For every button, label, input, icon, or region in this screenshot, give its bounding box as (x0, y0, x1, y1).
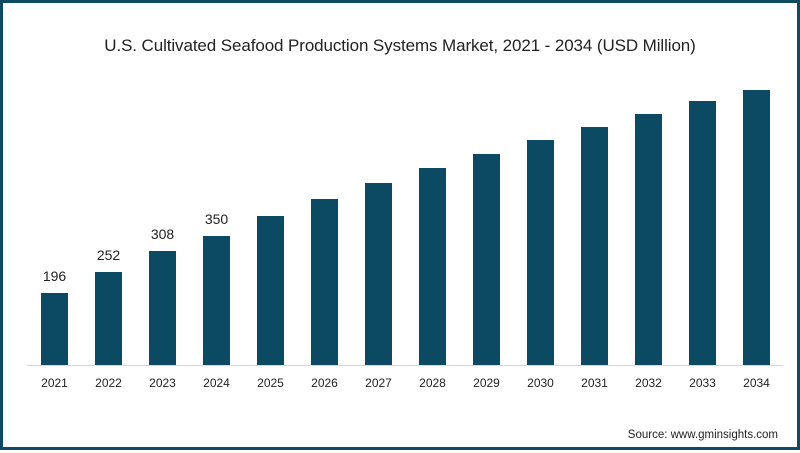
bar-value-label: 350 (204, 211, 229, 227)
x-tick-label: 2033 (689, 376, 716, 390)
bar-2021 (41, 293, 68, 365)
x-tick-label: 2032 (635, 376, 662, 390)
bar-2022 (95, 272, 122, 365)
bar-2032 (635, 114, 662, 365)
bar-2034 (743, 90, 770, 365)
plot-area: 196 2021 252 2022 308 2023 350 2024 2025 2026 2027… (3, 3, 800, 453)
source-note: Source: www.gminsights.com (627, 429, 778, 441)
x-tick-label: 2029 (473, 376, 500, 390)
x-tick-label: 2030 (527, 376, 554, 390)
bar-2033 (689, 101, 716, 365)
bar-2025 (257, 216, 284, 365)
bar-2026 (311, 199, 338, 365)
bar-2023 (149, 251, 176, 365)
x-tick-label: 2026 (311, 376, 338, 390)
bar-2030 (527, 140, 554, 365)
x-tick-label: 2027 (365, 376, 392, 390)
x-tick-label: 2023 (149, 376, 176, 390)
x-tick-label: 2028 (419, 376, 446, 390)
bar-2024 (203, 236, 230, 365)
bar-2029 (473, 154, 500, 365)
x-tick-label: 2024 (203, 376, 230, 390)
bar-value-label: 308 (150, 226, 175, 242)
bar-value-label: 252 (96, 247, 121, 263)
x-tick-label: 2031 (581, 376, 608, 390)
bar-2027 (365, 183, 392, 365)
x-axis-line (27, 365, 783, 366)
bar-2028 (419, 168, 446, 365)
x-tick-label: 2025 (257, 376, 284, 390)
bar-2031 (581, 127, 608, 365)
x-tick-label: 2021 (41, 376, 68, 390)
x-tick-label: 2022 (95, 376, 122, 390)
chart-title: U.S. Cultivated Seafood Production Syste… (104, 36, 696, 55)
x-tick-label: 2034 (743, 376, 770, 390)
bar-value-label: 196 (42, 268, 67, 284)
